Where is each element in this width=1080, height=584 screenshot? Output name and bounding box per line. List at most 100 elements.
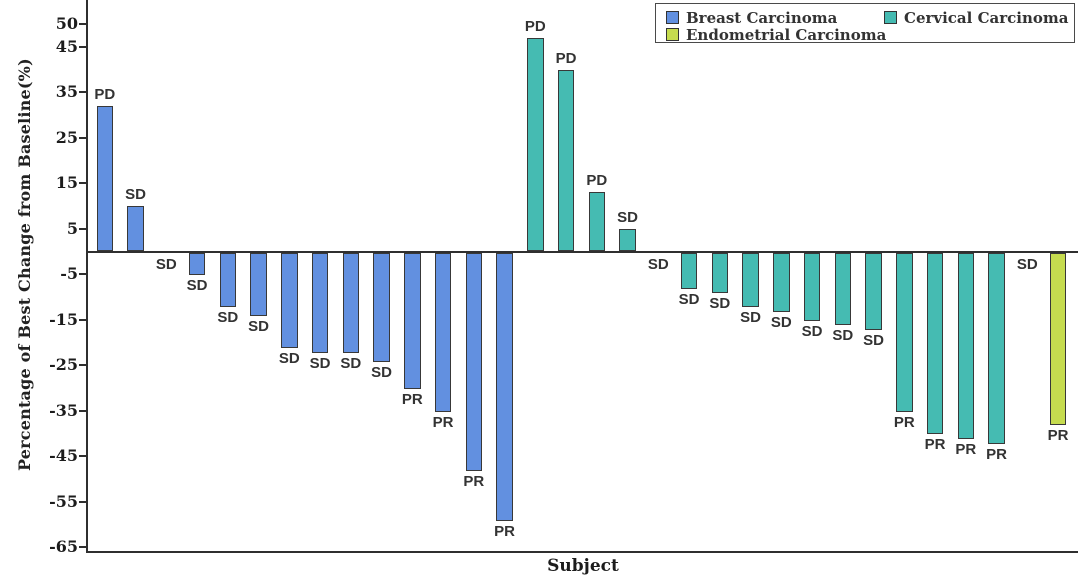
bar-cervical-pr bbox=[957, 252, 974, 439]
bar-response-label: SD bbox=[186, 277, 208, 295]
bar-response-label: SD bbox=[125, 186, 146, 204]
y-tick-label: 50 bbox=[55, 14, 78, 34]
bar-response-label: PD bbox=[524, 17, 546, 35]
y-tick-label: -15 bbox=[49, 309, 78, 329]
bar-response-label: PR bbox=[893, 413, 915, 431]
bar-cervical-pd bbox=[557, 69, 575, 252]
y-tick-mark bbox=[79, 136, 86, 139]
bar-endometrial-pr bbox=[1049, 252, 1067, 426]
bar-response-label: PR bbox=[924, 436, 946, 454]
y-tick-mark bbox=[79, 273, 86, 276]
bar-response-label: SD bbox=[340, 354, 362, 372]
bar-response-label: SD bbox=[278, 350, 300, 367]
y-tick-label: -5 bbox=[60, 264, 78, 284]
y-tick-mark bbox=[79, 364, 86, 367]
x-axis-line bbox=[86, 551, 1078, 553]
bar-breast-sd bbox=[373, 252, 390, 362]
bar-response-label: PR bbox=[1047, 427, 1069, 445]
legend-swatch-cervical bbox=[884, 11, 897, 24]
bar-cervical-sd bbox=[773, 252, 790, 312]
legend-label-endometrial: Endometrial Carcinoma bbox=[686, 26, 887, 44]
bar-response-label: SD bbox=[801, 322, 823, 340]
y-tick-label: -35 bbox=[49, 400, 78, 420]
bar-cervical-pd bbox=[588, 192, 605, 252]
bar-breast-sd bbox=[342, 252, 359, 353]
bar-cervical-pr bbox=[988, 252, 1005, 444]
bar-response-label: PR bbox=[463, 472, 485, 490]
y-tick-mark bbox=[79, 227, 86, 230]
bar-breast-sd bbox=[250, 252, 267, 317]
bar-response-label: SD bbox=[863, 331, 884, 349]
y-tick-label: 15 bbox=[55, 173, 78, 193]
bar-breast-sd bbox=[311, 252, 329, 353]
bar-response-label: SD bbox=[371, 363, 392, 381]
bar-response-label: SD bbox=[709, 295, 731, 313]
bar-cervical-pr bbox=[926, 252, 944, 435]
bar-response-label: PR bbox=[401, 390, 423, 408]
y-tick-label: 5 bbox=[66, 218, 78, 238]
bar-breast-sd bbox=[188, 252, 206, 276]
bar-breast-sd bbox=[281, 252, 298, 348]
bar-response-label: SD bbox=[617, 208, 638, 226]
bar-response-label: SD bbox=[248, 318, 269, 336]
bar-response-label: SD bbox=[647, 255, 669, 273]
y-tick-mark bbox=[79, 546, 86, 549]
y-tick-label: -45 bbox=[49, 446, 78, 466]
bar-breast-pr bbox=[434, 252, 452, 412]
bar-cervical-sd bbox=[834, 252, 851, 326]
bar-cervical-sd bbox=[865, 252, 882, 330]
bar-cervical-sd bbox=[619, 228, 636, 252]
y-tick-label: 35 bbox=[55, 82, 78, 102]
bar-cervical-pd bbox=[527, 37, 544, 252]
y-tick-mark bbox=[79, 91, 86, 94]
bar-response-label: SD bbox=[770, 313, 792, 331]
y-tick-label: 25 bbox=[55, 127, 78, 147]
bar-breast-pr bbox=[496, 252, 513, 521]
y-tick-mark bbox=[79, 23, 86, 26]
bar-breast-pr bbox=[465, 252, 482, 471]
legend-swatch-breast bbox=[666, 11, 679, 24]
bar-response-label: SD bbox=[678, 290, 700, 308]
bar-response-label: PR bbox=[986, 445, 1007, 463]
y-tick-label: -55 bbox=[49, 491, 78, 511]
bar-cervical-sd bbox=[680, 252, 698, 289]
y-tick-mark bbox=[79, 318, 86, 321]
y-tick-mark bbox=[79, 45, 86, 48]
bar-breast-sd bbox=[127, 206, 144, 252]
y-tick-label: -65 bbox=[49, 537, 78, 557]
y-axis-title: Percentage of Best Change from Baseline(… bbox=[15, 58, 34, 471]
bar-cervical-pr bbox=[896, 252, 913, 412]
y-tick-mark bbox=[79, 500, 86, 503]
bar-breast-pd bbox=[96, 105, 113, 252]
legend-label-breast: Breast Carcinoma bbox=[686, 9, 838, 27]
bar-cervical-sd bbox=[803, 252, 821, 321]
zero-baseline bbox=[86, 250, 1078, 253]
bar-response-label: PR bbox=[432, 413, 454, 431]
bar-response-label: SD bbox=[217, 309, 239, 327]
legend-swatch-endometrial bbox=[666, 28, 679, 41]
bar-response-label: PD bbox=[94, 85, 116, 103]
bar-breast-sd bbox=[219, 252, 236, 308]
y-tick-label: 45 bbox=[55, 36, 78, 56]
y-tick-mark bbox=[79, 182, 86, 185]
bar-response-label: SD bbox=[832, 327, 854, 345]
legend: Breast Carcinoma Cervical Carcinoma Endome… bbox=[655, 3, 1075, 43]
y-tick-label: -25 bbox=[49, 355, 78, 375]
bar-response-label: PR bbox=[955, 440, 977, 458]
y-tick-mark bbox=[79, 409, 86, 412]
bar-breast-pr bbox=[404, 252, 421, 389]
bar-response-label: SD bbox=[309, 354, 331, 372]
y-axis-line bbox=[86, 0, 88, 553]
x-axis-title: Subject bbox=[547, 556, 619, 576]
legend-label-cervical: Cervical Carcinoma bbox=[904, 9, 1069, 27]
bar-response-label: SD bbox=[155, 255, 177, 273]
bar-response-label: PD bbox=[555, 49, 577, 67]
y-tick-mark bbox=[79, 455, 86, 458]
bar-response-label: SD bbox=[740, 309, 761, 327]
bar-cervical-sd bbox=[711, 252, 728, 294]
bar-cervical-sd bbox=[742, 252, 759, 308]
bar-response-label: PD bbox=[586, 172, 608, 190]
bar-response-label: PR bbox=[494, 522, 515, 540]
